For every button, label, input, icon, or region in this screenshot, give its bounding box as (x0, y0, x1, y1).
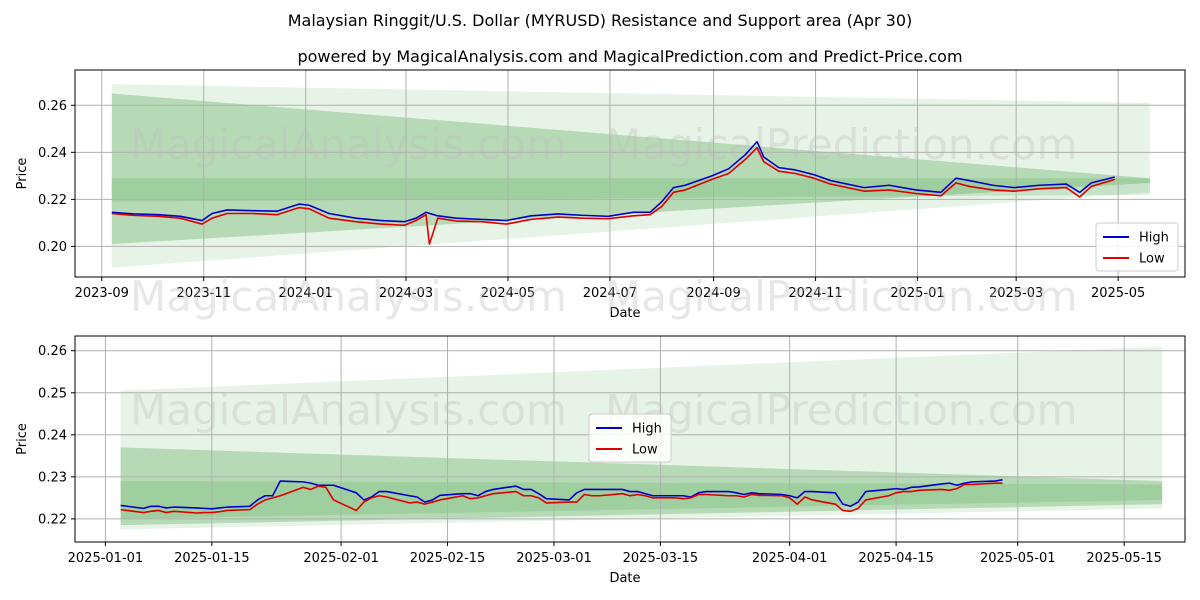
series-line-low (120, 482, 1003, 514)
legend-label-low: Low (632, 443, 658, 458)
band-0 (111, 84, 1150, 268)
legend-label-high: High (1139, 231, 1169, 246)
x-tick-label: 2024-05 (481, 286, 535, 301)
legend-label-high: High (632, 422, 662, 437)
plot-frame (74, 335, 1186, 543)
y-axis-label: Price (15, 158, 30, 190)
x-axis-label: Date (609, 571, 640, 586)
y-tick-label: 0.25 (38, 386, 67, 401)
support-resistance-bands (111, 84, 1150, 268)
x-tick-label: 2025-03 (989, 286, 1043, 301)
x-tick-label: 2025-01-15 (174, 551, 250, 566)
grid (75, 70, 1185, 277)
watermark: MagicalPrediction.com (605, 120, 1078, 169)
series-line-high (111, 140, 1115, 223)
y-tick-label: 0.24 (38, 428, 67, 443)
x-tick-label: 2024-03 (379, 286, 433, 301)
band-1 (120, 447, 1163, 526)
x-tick-label: 2025-03-01 (516, 551, 592, 566)
watermark: MagicalAnalysis.com (130, 386, 567, 435)
band-2 (120, 481, 1163, 519)
bottom-chart-panel: MagicalAnalysis.com MagicalPrediction.com… (15, 335, 1186, 586)
x-axis-label: Date (609, 306, 640, 321)
x-tick-label: 2025-03-15 (623, 551, 699, 566)
x-tick-label: 2025-02-01 (303, 551, 379, 566)
legend-label-low: Low (1139, 252, 1165, 267)
x-tick-label: 2025-02-15 (410, 551, 486, 566)
x-tick-label: 2025-04-15 (858, 551, 934, 566)
y-axis-label: Price (15, 423, 30, 455)
x-tick-label: 2025-04-01 (752, 551, 828, 566)
watermark: MagicalPrediction.com (605, 272, 1078, 321)
x-tick-label: 2024-01 (279, 286, 333, 301)
y-tick-label: 0.22 (38, 193, 67, 208)
x-tick-label: 2025-05 (1091, 286, 1145, 301)
plot-frame (74, 69, 1186, 278)
x-tick-label: 2025-01 (890, 286, 944, 301)
chart-subtitle: powered by MagicalAnalysis.com and Magic… (297, 47, 962, 66)
legend: High Low (588, 413, 672, 463)
legend: High Low (1095, 222, 1179, 272)
x-tick-label: 2024-09 (686, 286, 740, 301)
watermark: MagicalAnalysis.com (130, 120, 567, 169)
y-tick-label: 0.23 (38, 470, 67, 485)
y-tick-label: 0.22 (38, 512, 67, 527)
band-1 (111, 93, 1150, 245)
x-tick-label: 2023-11 (177, 286, 231, 301)
x-tick-label: 2025-01-01 (68, 551, 144, 566)
watermark: MagicalPrediction.com (605, 386, 1078, 435)
x-tick-label: 2023-09 (75, 286, 129, 301)
x-tick-label: 2024-07 (583, 286, 637, 301)
top-chart-panel: MagicalAnalysis.com MagicalPrediction.com… (15, 69, 1186, 321)
chart-title: Malaysian Ringgit/U.S. Dollar (MYRUSD) R… (288, 11, 913, 30)
x-tick-label: 2024-11 (788, 286, 842, 301)
y-tick-label: 0.26 (38, 344, 67, 359)
watermark: MagicalAnalysis.com (130, 272, 567, 321)
x-tick-label: 2025-05-01 (980, 551, 1056, 566)
series-line-low (111, 146, 1116, 245)
y-tick-label: 0.24 (38, 146, 67, 161)
series-line-high (120, 478, 1003, 510)
y-tick-label: 0.20 (38, 240, 67, 255)
band-2 (111, 178, 1150, 202)
y-tick-label: 0.26 (38, 99, 67, 114)
grid (75, 336, 1185, 542)
x-tick-label: 2025-05-15 (1086, 551, 1162, 566)
support-resistance-bands (120, 346, 1163, 530)
